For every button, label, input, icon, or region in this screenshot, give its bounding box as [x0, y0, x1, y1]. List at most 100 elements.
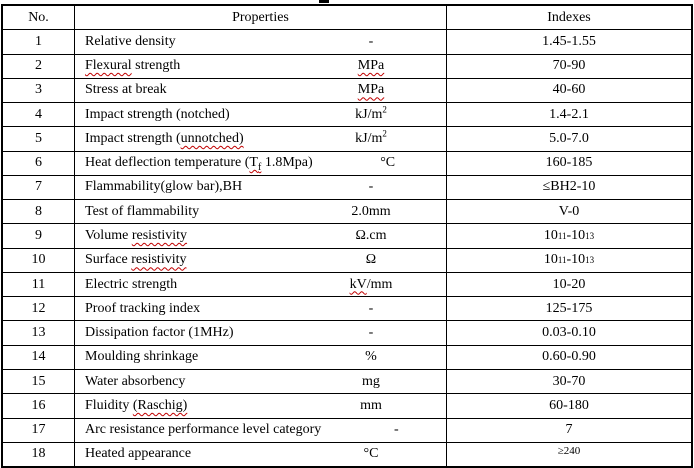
property-cell: Moulding shrinkage %	[75, 345, 447, 369]
unit-label: °C	[380, 155, 396, 171]
unit-label: -	[368, 300, 374, 316]
row-number: 5	[3, 127, 75, 151]
table-row: 9 Volume resistivity Ω.cm 10 11 -10 13	[3, 224, 691, 249]
table-row: 18 Heated appearance °C ≥240	[3, 442, 691, 467]
header-no: No.	[3, 6, 75, 30]
row-number: 2	[3, 54, 75, 78]
property-name: Stress at break	[85, 82, 167, 98]
property-name: Surface resistivity	[85, 252, 187, 268]
table-row: 13 Dissipation factor (1MHz) - 0.03-0.10	[3, 321, 691, 346]
index-cell: 60-180	[549, 397, 589, 413]
index-cell: 10 11 -10 13	[543, 228, 595, 244]
index-cell: 0.60-0.90	[542, 349, 596, 365]
row-number: 15	[3, 369, 75, 394]
index-cell: 1.45-1.55	[542, 33, 596, 49]
property-cell: Flammability(glow bar),BH -	[75, 175, 447, 200]
property-name: Electric strength	[85, 276, 178, 292]
row-number: 6	[3, 151, 75, 175]
row-number: 13	[3, 321, 75, 345]
property-cell: Stress at break MPa	[75, 78, 447, 103]
unit-label: kJ/m2	[355, 128, 387, 146]
property-name: Fluidity (Raschig)	[85, 397, 188, 413]
index-cell: 10 11 -10 13	[543, 252, 595, 268]
unit-label: °C	[363, 446, 379, 462]
property-cell: Fluidity (Raschig) mm	[75, 394, 447, 418]
index-cell: 40-60	[552, 82, 586, 98]
row-number: 4	[3, 103, 75, 127]
table-row: 11 Electric strength kV/mm 10-20	[3, 272, 691, 298]
property-name: Impact strength (notched)	[85, 106, 230, 122]
cutoff-title-fragment	[319, 0, 329, 3]
index-cell: 0.03-0.10	[542, 325, 596, 341]
table-row: 1 Relative density - 1.45-1.55	[3, 30, 691, 55]
property-name: Heat deflection temperature (Tf 1.8Mpa)	[85, 155, 313, 174]
table-row: 5 Impact strength (unnotched) kJ/m2 5.0-…	[3, 127, 691, 152]
unit-label: MPa	[357, 82, 385, 98]
property-name: Arc resistance performance level categor…	[85, 422, 322, 438]
row-number: 1	[3, 30, 75, 54]
property-cell: Impact strength (unnotched) kJ/m2	[75, 127, 447, 151]
property-name: Relative density	[85, 33, 176, 49]
property-cell: Dissipation factor (1MHz) -	[75, 321, 447, 345]
property-cell: Arc resistance performance level categor…	[75, 418, 447, 442]
unit-label: mg	[362, 373, 380, 389]
row-number: 3	[3, 78, 75, 103]
index-cell: 1.4-2.1	[549, 106, 589, 122]
index-cell: 10-20	[552, 276, 586, 292]
unit-label: %	[365, 349, 377, 365]
index-cell: 70-90	[552, 58, 586, 74]
row-number: 14	[3, 345, 75, 369]
table-row: 4 Impact strength (notched) kJ/m2 1.4-2.…	[3, 103, 691, 128]
index-cell: 160-185	[545, 155, 593, 171]
row-number: 18	[3, 442, 75, 467]
property-name: Dissipation factor (1MHz)	[85, 325, 234, 341]
property-cell: Proof tracking index -	[75, 297, 447, 321]
row-number: 17	[3, 418, 75, 442]
table-row: 6 Heat deflection temperature (Tf 1.8Mpa…	[3, 151, 691, 176]
unit-label: -	[393, 422, 399, 438]
header-indexes: Indexes	[547, 9, 591, 25]
index-cell: ≥240	[557, 444, 581, 457]
unit-label: Ω.cm	[355, 228, 387, 244]
unit-label: Ω	[365, 252, 377, 268]
index-cell: 125-175	[545, 300, 593, 316]
row-number: 7	[3, 175, 75, 200]
row-number: 11	[3, 272, 75, 297]
row-number: 8	[3, 200, 75, 224]
property-cell: Surface resistivity Ω	[75, 248, 447, 272]
row-number: 9	[3, 224, 75, 248]
property-name: Water absorbency	[85, 373, 186, 389]
property-cell: Electric strength kV/mm	[75, 272, 447, 297]
index-cell: ≤BH2-10	[542, 179, 596, 195]
index-cell: 30-70	[552, 373, 586, 389]
property-name: Flammability(glow bar),BH	[85, 179, 243, 195]
unit-label: -	[368, 33, 374, 49]
index-cell: 7	[565, 422, 573, 438]
table-header-row: No. Properties Indexes	[3, 6, 691, 31]
table-row: 3 Stress at break MPa 40-60	[3, 78, 691, 104]
unit-label: MPa	[357, 58, 385, 74]
property-cell: Volume resistivity Ω.cm	[75, 224, 447, 248]
unit-label: -	[368, 325, 374, 341]
table-row: 2 Flexural strength MPa 70-90	[3, 54, 691, 79]
table-row: 10 Surface resistivity Ω 10 11 -10 13	[3, 248, 691, 273]
unit-label: mm	[360, 397, 382, 413]
property-cell: Impact strength (notched) kJ/m2	[75, 103, 447, 127]
table-row: 7 Flammability(glow bar),BH - ≤BH2-10	[3, 175, 691, 201]
row-number: 10	[3, 248, 75, 272]
properties-table: No. Properties Indexes 1 Relative densit…	[1, 4, 693, 468]
unit-label: kJ/m2	[355, 104, 387, 122]
property-name: Proof tracking index	[85, 300, 201, 316]
unit-label: kV/mm	[349, 276, 393, 292]
row-number: 12	[3, 297, 75, 321]
property-cell: Test of flammability 2.0mm	[75, 200, 447, 224]
property-name: Moulding shrinkage	[85, 349, 199, 365]
table-row: 16 Fluidity (Raschig) mm 60-180	[3, 394, 691, 419]
property-cell: Flexural strength MPa	[75, 54, 447, 78]
property-name: Heated appearance	[85, 446, 192, 462]
property-cell: Water absorbency mg	[75, 369, 447, 394]
property-name: Flexural strength	[85, 58, 181, 74]
table-row: 8 Test of flammability 2.0mm V-0	[3, 200, 691, 225]
header-properties: Properties	[75, 6, 447, 30]
